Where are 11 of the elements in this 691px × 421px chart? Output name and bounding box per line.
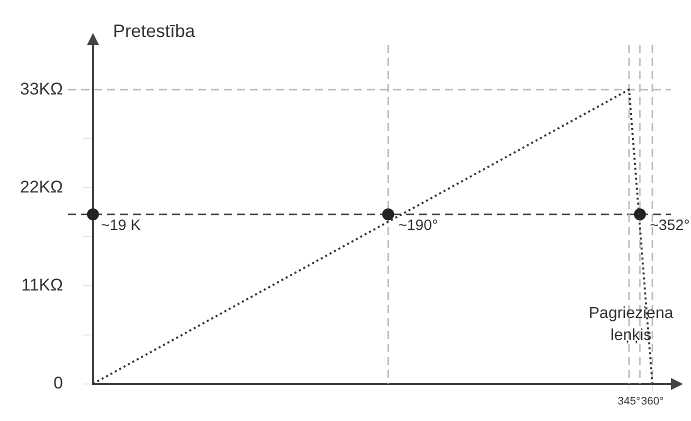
y-tick-label: 11KΩ: [21, 275, 63, 294]
annotation: ~352°: [650, 217, 690, 234]
y-axis-title: Pretestība: [112, 20, 196, 41]
x-axis-title: Pagrieziena leņķis: [588, 305, 674, 344]
x-tick-label: 360°: [640, 395, 664, 408]
annotation: ~190°: [398, 217, 438, 234]
y-tick-label: 22KΩ: [20, 177, 63, 196]
x-tick-label: 345°: [618, 395, 640, 408]
y-tick-label: 0: [53, 373, 63, 392]
ref-line-label: ~19 K: [100, 217, 141, 234]
y-tick-label: 33KΩ: [20, 79, 63, 98]
